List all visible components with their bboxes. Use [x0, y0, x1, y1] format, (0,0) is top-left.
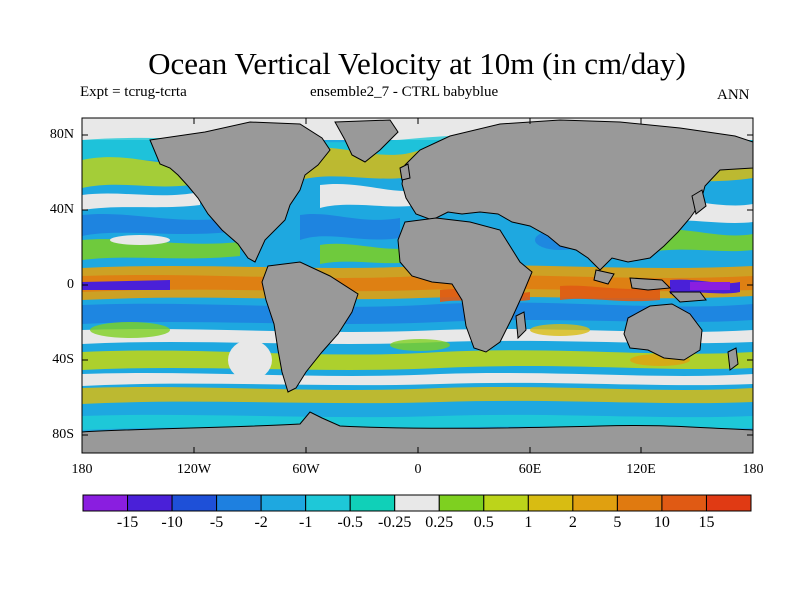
colorbar-label: -10	[161, 514, 183, 531]
colorbar-swatch	[216, 494, 262, 512]
colorbar-swatch	[82, 494, 129, 512]
lon-label-180e: 180	[742, 462, 764, 477]
colorbar-swatch	[127, 494, 173, 512]
lat-label-40s: 40S	[52, 352, 74, 367]
axis-ticks	[82, 118, 753, 453]
land-masses	[82, 119, 753, 453]
lon-label-120e: 120E	[626, 462, 656, 477]
colorbar-swatch	[572, 494, 618, 512]
colorbar-label: 15	[698, 514, 715, 531]
colorbar-swatch	[527, 494, 574, 512]
map-title: Ocean Vertical Velocity at 10m (in cm/da…	[148, 46, 686, 81]
colorbar-label: 0.25	[425, 514, 454, 531]
colorbar-swatch	[305, 494, 351, 512]
colorbar-swatch	[394, 494, 440, 512]
experiment-label: Expt = tcrug-tcrta	[80, 84, 187, 100]
colorbar-swatch	[483, 494, 529, 512]
lat-label-40n: 40N	[49, 202, 74, 217]
lon-label-0: 0	[414, 462, 422, 477]
colorbar-label: 2	[568, 514, 577, 531]
colorbar	[82, 494, 752, 512]
lat-label-80n: 80N	[49, 127, 74, 142]
lon-label-180w: 180	[71, 462, 93, 477]
colorbar-label: -0.25	[378, 514, 412, 531]
colorbar-label: -2	[254, 514, 268, 531]
lat-label-0: 0	[67, 277, 74, 292]
lon-label-120w: 120W	[176, 462, 212, 477]
colorbar-swatch	[438, 494, 485, 512]
colorbar-label: -0.5	[337, 514, 363, 531]
lat-label-80s: 80S	[52, 427, 74, 442]
colorbar-label: -1	[298, 514, 313, 531]
colorbar-label: 5	[613, 514, 622, 531]
colorbar-swatch	[260, 494, 307, 512]
lon-label-60w: 60W	[292, 462, 320, 477]
colorbar-label: -5	[209, 514, 224, 531]
colorbar-swatch	[661, 494, 707, 512]
colorbar-swatch	[349, 494, 396, 512]
colorbar-label: 10	[653, 514, 670, 531]
colorbar-label: -15	[116, 514, 139, 531]
season-label: ANN	[717, 87, 750, 103]
colorbar-label: 1	[524, 514, 533, 531]
colorbar-swatch	[616, 494, 663, 512]
colorbar-label: 0.5	[473, 514, 494, 531]
colorbar-swatch	[705, 494, 752, 512]
lon-label-60e: 60E	[518, 462, 542, 477]
ensemble-label: ensemble2_7 - CTRL babyblue	[310, 84, 499, 100]
colorbar-swatch	[171, 494, 218, 512]
